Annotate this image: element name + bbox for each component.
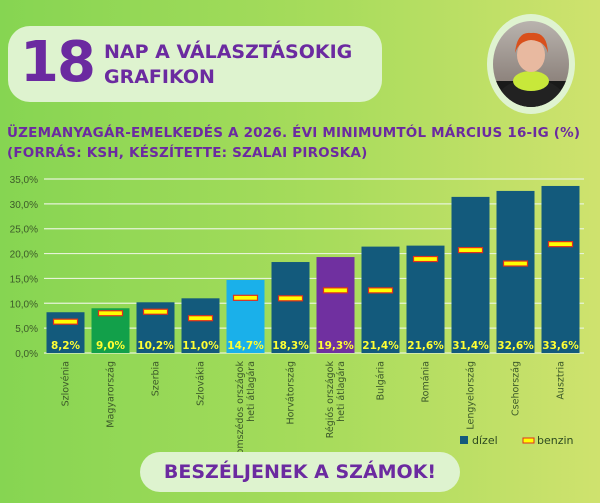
marker-benzin bbox=[412, 255, 439, 263]
data-label: 10,2% bbox=[137, 340, 174, 352]
x-tick-label: Magyarország bbox=[106, 361, 117, 428]
chart-title: ÜZEMANYAGÁR-EMELKEDÉS A 2026. ÉVI MINIMU… bbox=[7, 125, 581, 141]
header-box bbox=[8, 26, 382, 102]
x-tick-label: Románia bbox=[421, 361, 432, 403]
x-tick-label: Szerbia bbox=[151, 361, 162, 396]
x-tick-label: Ausztria bbox=[556, 361, 567, 400]
marker-benzin bbox=[367, 287, 394, 294]
data-label: 32,6% bbox=[497, 340, 534, 352]
y-tick-label: 15,0% bbox=[10, 274, 38, 285]
y-tick-label: 25,0% bbox=[10, 225, 38, 236]
y-tick-label: 0,0% bbox=[15, 349, 38, 360]
data-label: 8,2% bbox=[51, 340, 81, 352]
marker-benzin bbox=[97, 310, 124, 317]
portrait-photo bbox=[493, 21, 569, 107]
data-label: 18,3% bbox=[272, 340, 309, 352]
data-label: 14,7% bbox=[227, 340, 264, 352]
marker-benzin bbox=[52, 318, 79, 325]
header-line-2: GRAFIKON bbox=[104, 66, 215, 88]
x-tick-label: Horvátország bbox=[286, 361, 297, 425]
marker-benzin bbox=[232, 294, 259, 301]
marker-benzin bbox=[277, 295, 304, 302]
bar-dizel bbox=[271, 262, 310, 353]
marker-benzin bbox=[502, 260, 529, 267]
bar-dizel bbox=[316, 257, 355, 353]
bar-dizel bbox=[541, 185, 580, 353]
x-tick-label: Lengyelország bbox=[466, 361, 477, 430]
data-label: 33,6% bbox=[542, 340, 579, 352]
data-label: 19,3% bbox=[317, 340, 354, 352]
data-label: 9,0% bbox=[96, 340, 126, 352]
y-tick-label: 10,0% bbox=[10, 299, 38, 310]
chart-subtitle: ÜZEMANYAGÁR-EMELKEDÉS A 2026. ÉVI MINIMU… bbox=[7, 123, 580, 163]
data-label: 11,0% bbox=[182, 340, 219, 352]
days-count: 18 bbox=[20, 30, 96, 95]
x-tick-label: Csehország bbox=[511, 361, 522, 416]
header-title: NAP A VÁLASZTÁSOKIG GRAFIKON bbox=[104, 40, 352, 90]
legend-dizel-swatch bbox=[460, 436, 468, 444]
data-label: 31,4% bbox=[452, 340, 489, 352]
x-tick-label: Szlovénia bbox=[61, 361, 72, 406]
bar-dizel bbox=[451, 196, 490, 353]
bar-dizel bbox=[406, 245, 445, 353]
bar-dizel bbox=[181, 298, 220, 353]
bar-dizel bbox=[496, 190, 535, 353]
x-tick-label: Szomszédos országokheti átlagára bbox=[235, 361, 257, 466]
marker-benzin bbox=[142, 308, 169, 315]
slogan-banner: BESZÉLJENEK A SZÁMOK! bbox=[140, 452, 460, 492]
avatar bbox=[487, 14, 575, 114]
header-line-1: NAP A VÁLASZTÁSOKIG bbox=[104, 41, 353, 63]
bar-dizel bbox=[226, 279, 265, 353]
data-label: 21,4% bbox=[362, 340, 399, 352]
x-tick-label: Bulgária bbox=[376, 361, 387, 400]
x-tick-label: Szlovákia bbox=[196, 361, 207, 406]
marker-benzin bbox=[322, 287, 349, 294]
legend-dizel-label: dízel bbox=[472, 434, 498, 447]
legend-benzin-label: benzin bbox=[537, 434, 574, 447]
marker-benzin bbox=[457, 246, 484, 254]
legend-benzin-swatch bbox=[522, 437, 535, 444]
y-tick-label: 35,0% bbox=[10, 175, 38, 186]
bar-dizel bbox=[361, 246, 400, 353]
x-tick-label: Régiós országokheti átlagára bbox=[325, 361, 347, 439]
chart-source: (FORRÁS: KSH, KÉSZÍTETTE: SZALAI PIROSKA… bbox=[7, 145, 368, 161]
y-tick-label: 30,0% bbox=[10, 200, 38, 211]
marker-benzin bbox=[187, 315, 214, 322]
marker-benzin bbox=[547, 241, 574, 248]
y-tick-label: 5,0% bbox=[15, 324, 38, 335]
data-label: 21,6% bbox=[407, 340, 444, 352]
y-tick-label: 20,0% bbox=[10, 250, 38, 261]
